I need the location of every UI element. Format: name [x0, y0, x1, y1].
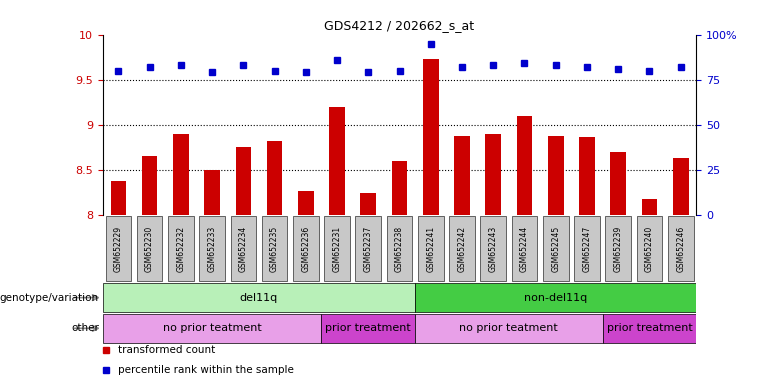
Bar	[387, 217, 412, 281]
Bar	[231, 217, 256, 281]
Bar	[235, 147, 251, 215]
Text: other: other	[71, 323, 99, 333]
Bar	[137, 217, 162, 281]
Bar	[511, 217, 537, 281]
Text: GSM652247: GSM652247	[582, 225, 591, 272]
Text: GSM652246: GSM652246	[677, 225, 685, 272]
Text: GSM652239: GSM652239	[613, 225, 622, 272]
Bar	[330, 107, 345, 215]
Bar	[416, 314, 603, 343]
Text: GSM652236: GSM652236	[301, 225, 310, 272]
Bar	[603, 314, 696, 343]
Bar	[423, 59, 438, 215]
Text: GSM652244: GSM652244	[520, 225, 529, 272]
Bar	[298, 191, 314, 215]
Text: GSM652230: GSM652230	[145, 225, 154, 272]
Text: GSM652237: GSM652237	[364, 225, 373, 272]
Text: no prior teatment: no prior teatment	[163, 323, 262, 333]
Bar	[262, 217, 288, 281]
Bar	[392, 161, 407, 215]
Bar	[355, 217, 381, 281]
Bar	[668, 217, 693, 281]
Bar	[142, 156, 158, 215]
Text: GSM652242: GSM652242	[457, 225, 466, 272]
Bar	[173, 134, 189, 215]
Bar	[579, 137, 595, 215]
Bar	[610, 152, 626, 215]
Bar	[204, 170, 220, 215]
Bar	[637, 217, 662, 281]
Bar	[454, 136, 470, 215]
Bar	[480, 217, 506, 281]
Bar	[103, 314, 321, 343]
Text: GSM652235: GSM652235	[270, 225, 279, 272]
Bar	[606, 217, 631, 281]
Bar	[449, 217, 475, 281]
Bar	[321, 314, 416, 343]
Text: GSM652233: GSM652233	[208, 225, 217, 272]
Bar	[418, 217, 444, 281]
Text: GSM652229: GSM652229	[114, 225, 123, 272]
Bar	[106, 217, 131, 281]
Bar	[416, 283, 696, 312]
Text: percentile rank within the sample: percentile rank within the sample	[118, 365, 294, 375]
Title: GDS4212 / 202662_s_at: GDS4212 / 202662_s_at	[324, 19, 475, 32]
Text: GSM652243: GSM652243	[489, 225, 498, 272]
Bar	[293, 217, 319, 281]
Text: no prior teatment: no prior teatment	[460, 323, 559, 333]
Text: GSM652245: GSM652245	[551, 225, 560, 272]
Bar	[486, 134, 501, 215]
Text: GSM652234: GSM652234	[239, 225, 248, 272]
Bar	[548, 136, 564, 215]
Bar	[673, 158, 689, 215]
Text: genotype/variation: genotype/variation	[0, 293, 99, 303]
Text: GSM652240: GSM652240	[645, 225, 654, 272]
Text: GSM652231: GSM652231	[333, 225, 342, 272]
Text: prior treatment: prior treatment	[326, 323, 411, 333]
Text: del11q: del11q	[240, 293, 278, 303]
Bar	[168, 217, 193, 281]
Text: transformed count: transformed count	[118, 345, 215, 355]
Bar	[110, 181, 126, 215]
Bar	[361, 194, 376, 215]
Bar	[642, 199, 658, 215]
Bar	[103, 283, 416, 312]
Text: GSM652232: GSM652232	[177, 225, 186, 272]
Text: prior treatment: prior treatment	[607, 323, 693, 333]
Text: GSM652241: GSM652241	[426, 225, 435, 272]
Text: non-del11q: non-del11q	[524, 293, 587, 303]
Bar	[267, 141, 282, 215]
Text: GSM652238: GSM652238	[395, 225, 404, 272]
Bar	[324, 217, 350, 281]
Bar	[574, 217, 600, 281]
Bar	[517, 116, 532, 215]
Bar	[199, 217, 225, 281]
Bar	[543, 217, 568, 281]
